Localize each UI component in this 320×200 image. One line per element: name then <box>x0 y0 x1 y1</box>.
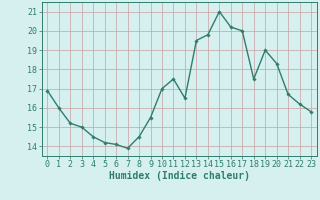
X-axis label: Humidex (Indice chaleur): Humidex (Indice chaleur) <box>109 171 250 181</box>
